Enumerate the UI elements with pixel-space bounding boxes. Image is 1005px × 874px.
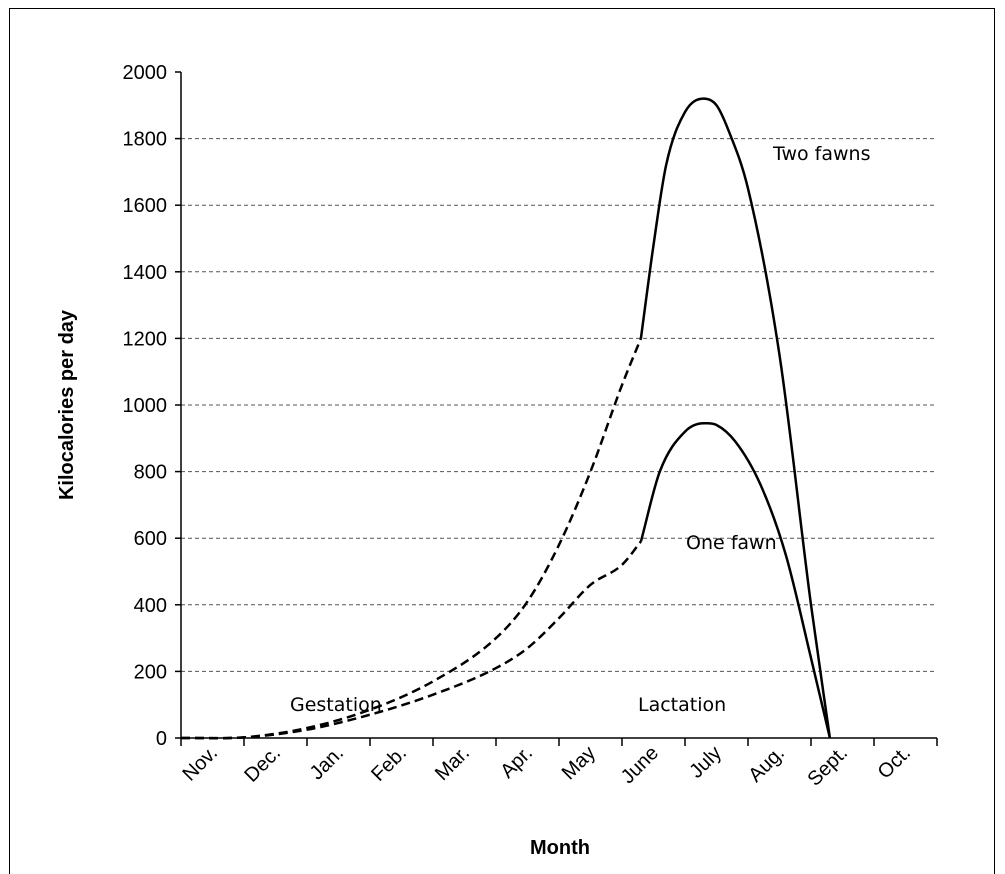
y-axis-title: Kilocalories per day: [56, 309, 78, 500]
one-fawn-lactation-line: [639, 422, 832, 739]
x-tick-label: July: [685, 742, 726, 783]
y-axis-ticks: 0 200 400 600 800 1000 1200 1400 1600 1800 2000: [123, 62, 181, 750]
y-tick-label: 600: [134, 528, 167, 550]
gestation-label: Gestation: [290, 694, 382, 716]
x-tick-label: Aug.: [744, 742, 789, 787]
y-tick-label: 1400: [123, 262, 168, 284]
one-fawn-label: One fawn: [686, 532, 777, 554]
y-tick-label: 1200: [123, 328, 168, 350]
y-tick-label: 2000: [123, 62, 168, 84]
y-tick-label: 1000: [123, 395, 168, 417]
y-tick-label: 400: [134, 595, 167, 617]
x-tick-label: May: [558, 742, 600, 784]
y-tick-label: 1600: [123, 195, 168, 217]
x-tick-label: Feb.: [367, 742, 411, 786]
x-tick-label: Dec.: [240, 742, 285, 787]
series-lines: [180, 97, 832, 740]
two-fawns-label: Two fawns: [772, 143, 870, 165]
x-tick-label: Mar.: [431, 742, 474, 785]
x-tick-label: Oct.: [874, 742, 915, 783]
gridlines: [181, 138, 937, 672]
chart-frame: [9, 8, 995, 874]
x-tick-label: Nov.: [178, 742, 222, 786]
y-tick-label: 0: [156, 728, 167, 750]
two-fawns-lactation-line: [639, 97, 832, 739]
lactation-label: Lactation: [638, 694, 726, 716]
one-fawn-gestation-line: [180, 540, 642, 740]
x-tick-label: Apr.: [496, 742, 537, 783]
x-axis-ticks: Nov. Dec. Jan. Feb. Mar. Apr. May June July Aug. S…: [178, 738, 938, 791]
y-tick-label: 1800: [123, 129, 168, 151]
x-tick-label: Sept.: [803, 742, 852, 791]
y-tick-label: 200: [134, 661, 167, 683]
y-tick-label: 800: [134, 462, 167, 484]
x-tick-label: June: [617, 742, 663, 788]
two-fawns-gestation-line: [180, 337, 643, 740]
x-tick-label: Jan.: [306, 742, 348, 784]
x-axis-title: Month: [530, 837, 590, 859]
